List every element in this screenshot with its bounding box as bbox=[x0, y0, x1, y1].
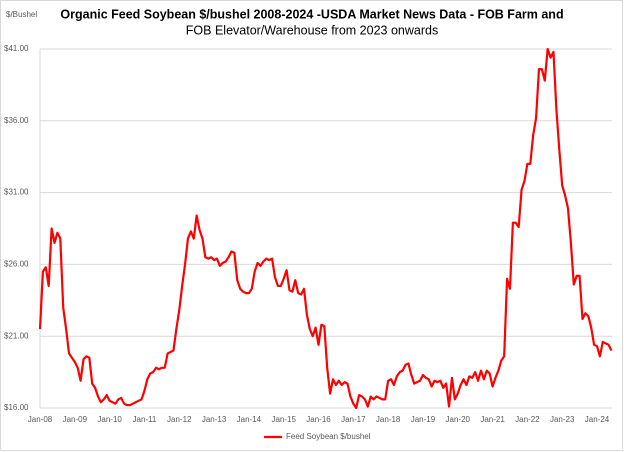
x-tick-label: Jan-11 bbox=[133, 415, 157, 424]
series-line bbox=[38, 47, 613, 410]
x-tick-label: Jan-12 bbox=[167, 415, 192, 424]
x-tick-label: Jan-16 bbox=[306, 415, 331, 424]
x-tick-label: Jan-17 bbox=[341, 415, 366, 424]
x-tick-label: Jan-09 bbox=[63, 415, 88, 424]
y-tick-label: $36.00 bbox=[4, 116, 29, 125]
x-tick-label: Jan-13 bbox=[202, 415, 227, 424]
chart-title: FOB Elevator/Warehouse from 2023 onwards bbox=[186, 23, 438, 37]
x-tick-label: Jan-10 bbox=[97, 415, 122, 424]
y-tick-label: $16.00 bbox=[4, 403, 29, 412]
x-tick-label: Jan-20 bbox=[446, 415, 471, 424]
x-tick-label: Jan-15 bbox=[271, 415, 296, 424]
chart-title: Organic Feed Soybean $/bushel 2008-2024 … bbox=[60, 7, 563, 21]
y-tick-label: $31.00 bbox=[4, 188, 29, 197]
x-tick-label: Jan-21 bbox=[480, 415, 505, 424]
x-tick-label: Jan-18 bbox=[376, 415, 401, 424]
x-tick-label: Jan-14 bbox=[237, 415, 262, 424]
x-tick-label: Jan-22 bbox=[515, 415, 540, 424]
y-tick-label: $21.00 bbox=[4, 331, 29, 340]
y-tick-label: $26.00 bbox=[4, 260, 29, 269]
y-axis-label: $/Bushel bbox=[6, 10, 37, 19]
x-tick-label: Jan-08 bbox=[28, 415, 53, 424]
x-tick-label: Jan-24 bbox=[585, 415, 610, 424]
x-tick-label: Jan-23 bbox=[550, 415, 575, 424]
y-tick-label: $41.00 bbox=[4, 44, 29, 53]
legend-label: Feed Soybean $/bushel bbox=[286, 432, 371, 441]
x-tick-label: Jan-19 bbox=[411, 415, 436, 424]
